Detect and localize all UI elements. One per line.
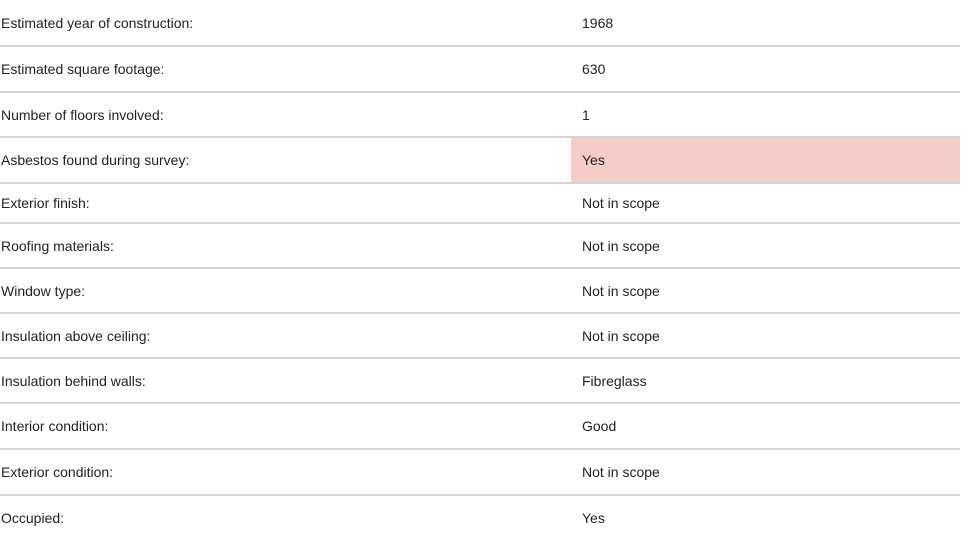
table-row: Asbestos found during survey: Yes xyxy=(0,138,960,184)
row-value: 1 xyxy=(582,106,590,123)
row-label: Window type: xyxy=(1,282,86,299)
row-value: Yes xyxy=(571,138,960,182)
row-value: 630 xyxy=(582,61,606,77)
row-value: Yes xyxy=(582,510,605,526)
row-value: Fibreglass xyxy=(582,372,647,389)
row-value: Not in scope xyxy=(582,327,660,344)
table-row: Interior condition: Good xyxy=(0,404,960,450)
row-label: Insulation above ceiling: xyxy=(1,327,151,344)
table-row: Occupied: Yes xyxy=(0,496,960,540)
row-value: Not in scope xyxy=(582,237,660,254)
row-label: Exterior finish: xyxy=(1,195,90,211)
row-value: Not in scope xyxy=(582,282,660,299)
table-row: Exterior condition: Not in scope xyxy=(0,450,960,496)
row-value: Good xyxy=(582,418,617,434)
row-value: Not in scope xyxy=(582,464,660,480)
table-row: Estimated square footage: 630 xyxy=(0,47,960,93)
row-label: Estimated square footage: xyxy=(1,61,165,77)
table-row: Roofing materials: Not in scope xyxy=(0,224,960,269)
row-label: Occupied: xyxy=(1,510,65,526)
table-row: Insulation above ceiling: Not in scope xyxy=(0,314,960,359)
table-row: Exterior finish: Not in scope xyxy=(0,184,960,224)
table-row: Insulation behind walls: Fibreglass xyxy=(0,359,960,404)
table-row: Estimated year of construction: 1968 xyxy=(0,0,960,47)
row-label: Asbestos found during survey: xyxy=(1,152,190,168)
row-label: Estimated year of construction: xyxy=(1,14,194,31)
row-value: 1968 xyxy=(582,14,614,31)
row-label: Insulation behind walls: xyxy=(1,372,146,389)
table-row: Window type: Not in scope xyxy=(0,269,960,314)
row-label: Interior condition: xyxy=(1,418,109,434)
row-label: Exterior condition: xyxy=(1,464,114,480)
row-value: Not in scope xyxy=(582,195,660,211)
row-label: Number of floors involved: xyxy=(1,106,164,123)
row-label: Roofing materials: xyxy=(1,237,114,254)
table-row: Number of floors involved: 1 xyxy=(0,93,960,138)
